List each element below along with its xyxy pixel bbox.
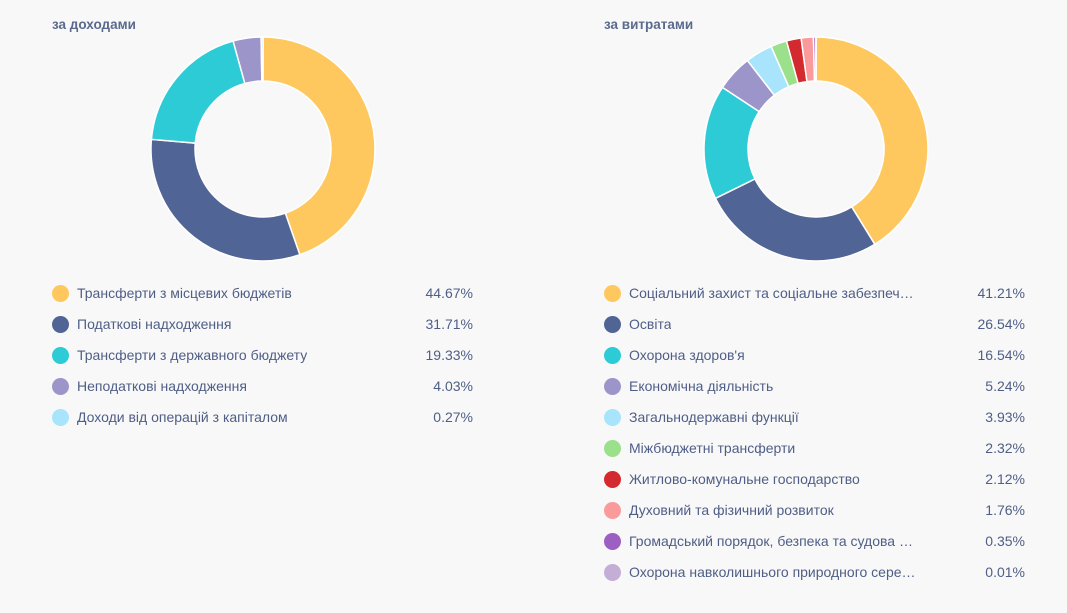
donut-slice[interactable]	[150, 138, 301, 262]
legend-color-dot	[604, 502, 621, 519]
legend-value: 44.67%	[425, 285, 473, 301]
legend-value: 31.71%	[425, 316, 473, 332]
legend-label: Економічна діяльність	[629, 378, 774, 394]
legend-value: 41.21%	[977, 285, 1025, 301]
legend-label: Міжбюджетні трансферти	[629, 440, 796, 456]
legend-color-dot	[52, 316, 69, 333]
legend-value: 4.03%	[433, 378, 473, 394]
legend-item[interactable]: Доходи від операцій з капіталом 0.27%	[52, 405, 473, 436]
legend-value: 0.35%	[985, 533, 1025, 549]
legend-item[interactable]: Економічна діяльність 5.24%	[604, 374, 1025, 405]
chart-title: за доходами	[52, 17, 136, 32]
legend-item[interactable]: Загальнодержавні функції 3.93%	[604, 405, 1025, 436]
legend-color-dot	[604, 378, 621, 395]
legend-color-dot	[604, 440, 621, 457]
legend-value: 2.32%	[985, 440, 1025, 456]
legend-item[interactable]: Трансферти з державного бюджету 19.33%	[52, 343, 473, 374]
legend-item[interactable]: Неподаткові надходження 4.03%	[52, 374, 473, 405]
legend-color-dot	[604, 409, 621, 426]
legend-value: 2.12%	[985, 471, 1025, 487]
donut-slice[interactable]	[815, 36, 929, 246]
legend-value: 5.24%	[985, 378, 1025, 394]
legend-item[interactable]: Податкові надходження 31.71%	[52, 312, 473, 343]
legend-value: 19.33%	[425, 347, 473, 363]
expense-donut-chart	[703, 36, 929, 262]
legend-label: Соціальний захист та соціальне забезпеч…	[629, 285, 914, 301]
legend-color-dot	[52, 409, 69, 426]
legend-item[interactable]: Охорона навколишнього природного сере… 0.…	[604, 560, 1025, 591]
legend-value: 16.54%	[977, 347, 1025, 363]
legend-color-dot	[52, 285, 69, 302]
legend-value: 0.01%	[985, 564, 1025, 580]
legend-color-dot	[604, 564, 621, 581]
legend-item[interactable]: Житлово-комунальне господарство 2.12%	[604, 467, 1025, 498]
legend-label: Охорона навколишнього природного сере…	[629, 564, 916, 580]
legend-label: Трансферти з державного бюджету	[77, 347, 308, 363]
legend-label: Трансферти з місцевих бюджетів	[77, 285, 292, 301]
legend-item[interactable]: Охорона здоров'я 16.54%	[604, 343, 1025, 374]
legend-value: 26.54%	[977, 316, 1025, 332]
legend-label: Неподаткові надходження	[77, 378, 247, 394]
donut-slice[interactable]	[262, 36, 376, 256]
legend-color-dot	[604, 285, 621, 302]
legend-color-dot	[52, 378, 69, 395]
legend-color-dot	[604, 471, 621, 488]
legend-label: Освіта	[629, 316, 672, 332]
expense-legend: Соціальний захист та соціальне забезпеч……	[604, 281, 1025, 591]
legend-item[interactable]: Соціальний захист та соціальне забезпеч……	[604, 281, 1025, 312]
legend-label: Житлово-комунальне господарство	[629, 471, 860, 487]
legend-color-dot	[604, 316, 621, 333]
income-donut-chart	[150, 36, 376, 262]
donut-slice[interactable]	[150, 40, 246, 144]
legend-item[interactable]: Духовний та фізичний розвиток 1.76%	[604, 498, 1025, 529]
legend-label: Податкові надходження	[77, 316, 232, 332]
income-legend: Трансферти з місцевих бюджетів 44.67% Пода…	[52, 281, 473, 436]
legend-value: 0.27%	[433, 409, 473, 425]
legend-item[interactable]: Трансферти з місцевих бюджетів 44.67%	[52, 281, 473, 312]
legend-label: Охорона здоров'я	[629, 347, 745, 363]
donut-slice[interactable]	[260, 36, 264, 82]
legend-value: 3.93%	[985, 409, 1025, 425]
chart-title: за витратами	[604, 17, 694, 32]
legend-color-dot	[52, 347, 69, 364]
legend-item[interactable]: Освіта 26.54%	[604, 312, 1025, 343]
legend-item[interactable]: Міжбюджетні трансферти 2.32%	[604, 436, 1025, 467]
legend-label: Загальнодержавні функції	[629, 409, 799, 425]
legend-color-dot	[604, 533, 621, 550]
donut-slice[interactable]	[714, 177, 876, 262]
legend-color-dot	[604, 347, 621, 364]
legend-value: 1.76%	[985, 502, 1025, 518]
legend-item[interactable]: Громадський порядок, безпека та судова ……	[604, 529, 1025, 560]
legend-label: Духовний та фізичний розвиток	[629, 502, 834, 518]
legend-label: Доходи від операцій з капіталом	[77, 409, 288, 425]
legend-label: Громадський порядок, безпека та судова …	[629, 533, 913, 549]
